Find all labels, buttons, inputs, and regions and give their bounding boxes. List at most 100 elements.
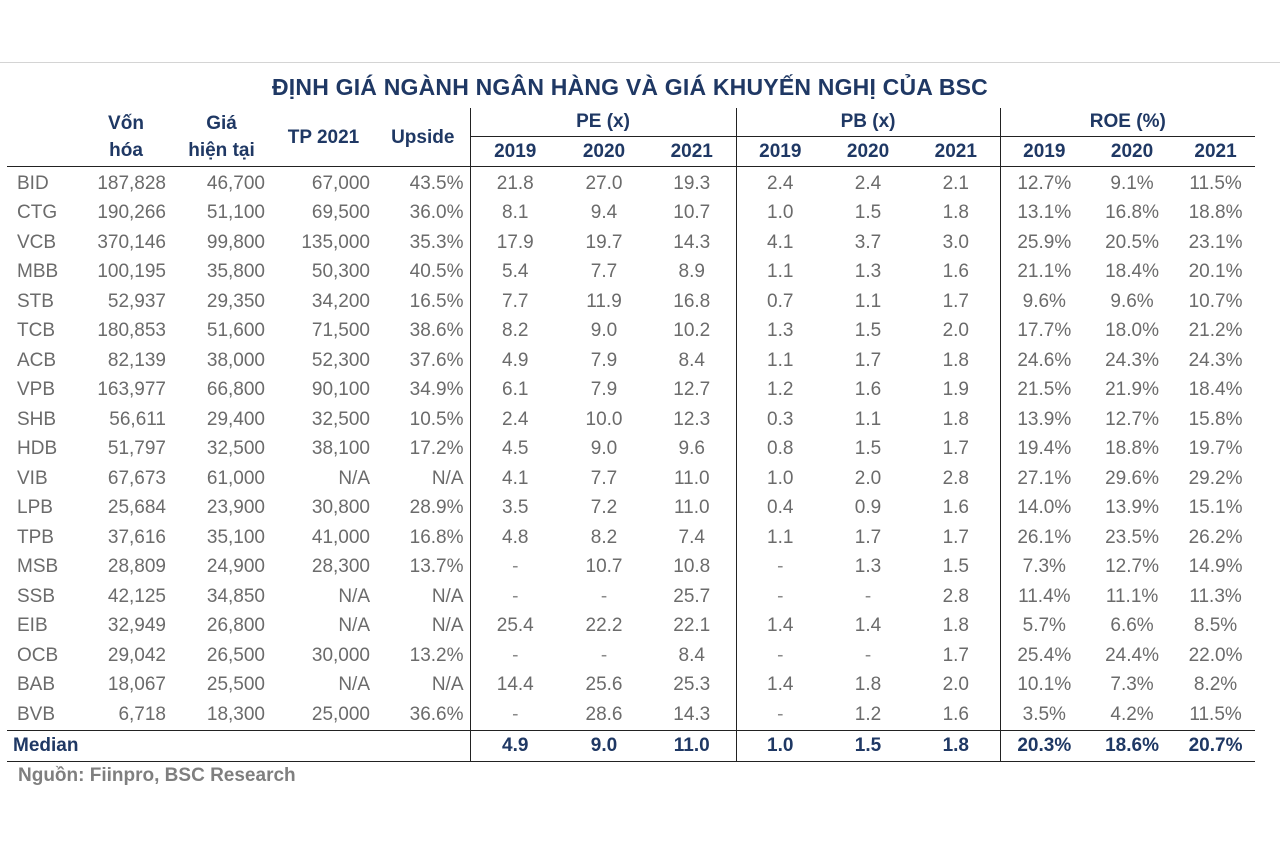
pe-cell: 7.7 <box>590 467 618 489</box>
pb-cell: 2.4 <box>854 172 882 194</box>
bank-ticker: VIB <box>17 467 48 489</box>
roe-cell: 10.7% <box>1188 290 1243 312</box>
target-price-cell: N/A <box>338 615 370 637</box>
table-row: SSB 42,125 34,850 N/A N/A - -25.7- -2.8 11.4% 11.… <box>7 582 1255 612</box>
upside-cell: 28.9% <box>409 497 464 519</box>
pe-cell: 7.7 <box>469 287 560 317</box>
pb-cell: 1.6 <box>942 261 969 283</box>
price-cell: 29,400 <box>206 408 265 430</box>
header-bank <box>7 108 80 167</box>
pe-cell: 11.0 <box>673 497 710 519</box>
median-pe-2020: 9.0 <box>560 729 648 762</box>
pe-cell: 19.3 <box>673 172 711 194</box>
market-cap-cell: 82,139 <box>107 349 166 371</box>
bank-ticker: LPB <box>17 497 53 519</box>
market-cap-cell: 28,809 <box>107 556 166 578</box>
pb-cell: 1.5 <box>854 202 882 224</box>
bank-ticker: TPB <box>17 526 54 548</box>
price-cell: 18,300 <box>206 703 265 725</box>
table-row: EIB 32,949 26,800 N/A N/A 25.4 22.2 22.1 1.4 1.4 1… <box>7 611 1255 641</box>
upside-cell: 17.2% <box>409 438 464 460</box>
roe-cell: 18.8% <box>1105 438 1159 460</box>
header-pe-year: 2020 <box>560 136 648 167</box>
pb-cell: 3.0 <box>942 231 969 253</box>
bank-ticker: SHB <box>17 408 57 430</box>
pe-cell: 6.1 <box>469 375 560 405</box>
target-price-cell: 41,000 <box>311 526 370 548</box>
roe-cell: 21.5% <box>999 375 1089 405</box>
target-price-cell: 30,000 <box>311 644 370 666</box>
price-cell: 26,800 <box>206 615 265 637</box>
upside-cell: 37.6% <box>409 349 464 371</box>
target-price-cell: N/A <box>338 467 370 489</box>
pe-cell: 7.9 <box>590 379 618 401</box>
bank-ticker: BVB <box>17 703 56 725</box>
median-pb-2021: 1.8 <box>912 729 1001 762</box>
target-price-cell: 67,000 <box>311 172 370 194</box>
roe-cell: 18.0% <box>1105 320 1159 342</box>
pb-cell: 1.3 <box>735 316 825 346</box>
roe-cell: 7.3% <box>1110 674 1154 696</box>
header-roe: ROE (%) <box>999 108 1256 137</box>
pe-cell: 12.7 <box>673 379 711 401</box>
market-cap-cell: 56,611 <box>109 408 166 430</box>
pb-cell: 1.5 <box>854 320 882 342</box>
roe-cell: 14.0% <box>999 493 1089 523</box>
roe-cell: 15.1% <box>1188 497 1243 519</box>
target-price-cell: 28,300 <box>311 556 370 578</box>
roe-cell: 9.6% <box>999 287 1089 317</box>
pb-cell: 0.8 <box>735 434 825 464</box>
bank-ticker: VPB <box>17 379 56 401</box>
median-pb-2019: 1.0 <box>735 729 825 762</box>
market-cap-cell: 29,042 <box>107 644 166 666</box>
market-cap-cell: 32,949 <box>107 615 166 637</box>
upside-cell: 43.5% <box>409 172 464 194</box>
pb-cell: 1.8 <box>942 408 969 430</box>
median-label: Median <box>7 729 470 762</box>
pe-cell: 22.1 <box>673 615 711 637</box>
pe-cell: 10.0 <box>585 408 623 430</box>
pe-cell: 25.4 <box>469 611 560 641</box>
pb-cell: 2.0 <box>854 467 882 489</box>
roe-cell: 11.5% <box>1189 172 1242 194</box>
roe-cell: 12.7% <box>1105 408 1159 430</box>
bank-ticker: EIB <box>17 615 48 637</box>
bank-ticker: BID <box>17 172 49 194</box>
pb-cell: 0.3 <box>735 405 825 435</box>
pe-cell: 14.4 <box>469 670 560 700</box>
roe-cell: 11.3% <box>1189 585 1242 607</box>
pe-cell: 8.9 <box>678 261 705 283</box>
roe-cell: 21.2% <box>1188 320 1243 342</box>
roe-cell: 13.9% <box>1105 497 1159 519</box>
target-price-cell: 71,500 <box>311 320 370 342</box>
target-price-cell: 52,300 <box>311 349 370 371</box>
upside-cell: N/A <box>431 674 464 696</box>
pe-cell: 22.2 <box>585 615 623 637</box>
market-cap-cell: 180,853 <box>97 320 166 342</box>
bank-ticker: HDB <box>17 438 58 460</box>
pb-cell: 1.2 <box>854 703 882 725</box>
upside-cell: 13.2% <box>409 644 464 666</box>
pe-cell: 8.4 <box>678 644 705 666</box>
upside-cell: 36.0% <box>409 202 464 224</box>
pb-cell: 1.1 <box>735 346 825 376</box>
pe-cell: 16.8 <box>673 290 711 312</box>
pe-cell: 10.8 <box>673 556 711 578</box>
pe-cell: 3.5 <box>469 493 560 523</box>
price-cell: 46,700 <box>206 172 265 194</box>
price-cell: 24,900 <box>206 556 265 578</box>
roe-cell: 24.3% <box>1105 349 1159 371</box>
target-price-cell: N/A <box>338 585 370 607</box>
price-cell: 66,800 <box>206 379 265 401</box>
pb-cell: 1.4 <box>735 611 825 641</box>
table-row: VIB 67,673 61,000 N/A N/A 4.1 7.7 11.0 1.0 2.0 2.8… <box>7 464 1255 494</box>
roe-cell: 13.1% <box>999 198 1089 228</box>
table-row: BAB 18,067 25,500 N/A N/A 14.4 25.6 25.3 1.4 1.8 2… <box>7 670 1255 700</box>
market-cap-cell: 100,195 <box>97 261 166 283</box>
header-pe: PE (x) <box>469 108 737 137</box>
pe-cell: 11.9 <box>586 290 622 312</box>
pe-cell: 7.7 <box>590 261 618 283</box>
header-pb-year: 2020 <box>824 136 913 167</box>
roe-cell: 25.4% <box>999 641 1089 671</box>
pe-cell: 5.4 <box>469 257 560 287</box>
